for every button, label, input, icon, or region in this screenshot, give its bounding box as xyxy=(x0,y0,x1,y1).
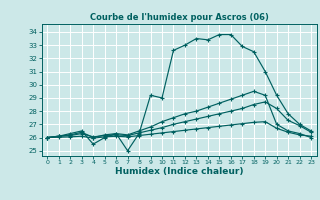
Title: Courbe de l'humidex pour Ascros (06): Courbe de l'humidex pour Ascros (06) xyxy=(90,13,268,22)
X-axis label: Humidex (Indice chaleur): Humidex (Indice chaleur) xyxy=(115,167,244,176)
